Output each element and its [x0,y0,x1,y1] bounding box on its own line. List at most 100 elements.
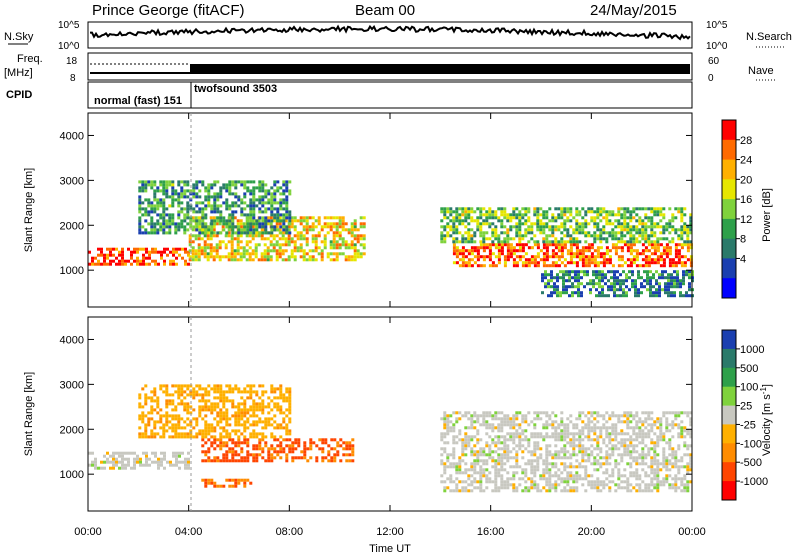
heatmap-cell [279,198,283,202]
heatmap-cell [575,432,579,436]
heatmap-cell [671,258,675,262]
heatmap-cell [608,435,612,439]
heatmap-cell [261,225,265,229]
heatmap-cell [156,186,160,190]
heatmap-cell [527,459,531,463]
heatmap-cell [231,399,235,403]
heatmap-cell [275,243,279,247]
heatmap-cell [647,417,651,421]
heatmap-cell [198,393,202,397]
heatmap-cell [617,222,621,226]
heatmap-cell [569,438,573,442]
heatmap-cell [282,438,286,442]
heatmap-cell [512,414,516,418]
heatmap-cell [641,234,645,238]
heatmap-cell [239,225,243,229]
heatmap-cell [461,210,465,214]
heatmap-cell [266,246,270,250]
heatmap-cell [165,411,169,415]
heatmap-cell [251,258,255,262]
heatmap-cell [174,228,178,232]
heatmap-cell [449,213,453,217]
heatmap-cell [172,262,175,266]
heatmap-cell [530,459,534,463]
heatmap-cell [587,426,591,430]
heatmap-cell [94,460,97,464]
heatmap-cell [112,253,115,257]
heatmap-cell [557,258,561,262]
heatmap-cell [566,474,570,478]
heatmap-cell [255,222,259,226]
heatmap-cell [551,435,555,439]
heatmap-cell [575,471,579,475]
heatmap-cell [121,451,124,455]
heatmap-cell [249,414,253,418]
heatmap-cell [174,417,178,421]
heatmap-cell [563,435,567,439]
heatmap-cell [661,270,664,274]
heatmap-cell [533,261,537,265]
heatmap-cell [521,417,525,421]
heatmap-cell [617,246,621,250]
heatmap-cell [647,237,651,241]
heatmap-cell [260,252,264,256]
velocity-y-label: Slant Range [km] [23,372,35,456]
heatmap-cell [578,240,582,244]
heatmap-cell [142,463,145,467]
heatmap-cell [215,255,219,259]
heatmap-cell [581,246,585,250]
heatmap-cell [485,423,489,427]
heatmap-cell [440,225,444,229]
heatmap-cell [539,228,543,232]
heatmap-cell [276,210,280,214]
heatmap-cell [587,423,591,427]
heatmap-cell [279,411,283,415]
heatmap-cell [485,486,489,490]
heatmap-cell [246,444,250,448]
heatmap-cell [133,463,136,467]
heatmap-cell [559,270,562,274]
heatmap-cell [233,216,237,220]
heatmap-cell [141,417,145,421]
heatmap-cell [650,240,654,244]
heatmap-cell [503,264,507,268]
heatmap-cell [255,393,259,397]
heatmap-cell [491,264,495,268]
heatmap-cell [611,432,615,436]
heatmap-cell [476,429,480,433]
heatmap-cell [195,195,199,199]
heatmap-cell [655,279,658,283]
heatmap-cell [554,474,558,478]
heatmap-cell [177,393,181,397]
heatmap-cell [646,270,649,274]
heatmap-cell [650,231,654,235]
heatmap-cell [497,489,501,493]
heatmap-cell [237,390,241,394]
heatmap-cell [323,234,327,238]
heatmap-cell [545,237,549,241]
heatmap-cell [186,387,190,391]
heatmap-cell [524,234,528,238]
heatmap-cell [518,477,522,481]
heatmap-cell [228,390,232,394]
heatmap-cell [506,234,510,238]
heatmap-cell [141,231,145,235]
heatmap-cell [234,420,238,424]
heatmap-cell [189,207,193,211]
heatmap-cell [590,210,594,214]
heatmap-cell [156,231,160,235]
heatmap-cell [560,249,564,253]
heatmap-cell [464,207,468,211]
heatmap-cell [249,393,253,397]
heatmap-cell [524,258,528,262]
heatmap-cell [213,210,217,214]
heatmap-cell [674,450,678,454]
heatmap-cell [455,237,459,241]
heatmap-cell [109,262,112,266]
heatmap-cell [236,219,240,223]
heatmap-cell [222,219,226,223]
heatmap-cell [142,262,145,266]
heatmap-cell [180,225,184,229]
heatmap-cell [270,408,274,412]
heatmap-cell [491,231,495,235]
